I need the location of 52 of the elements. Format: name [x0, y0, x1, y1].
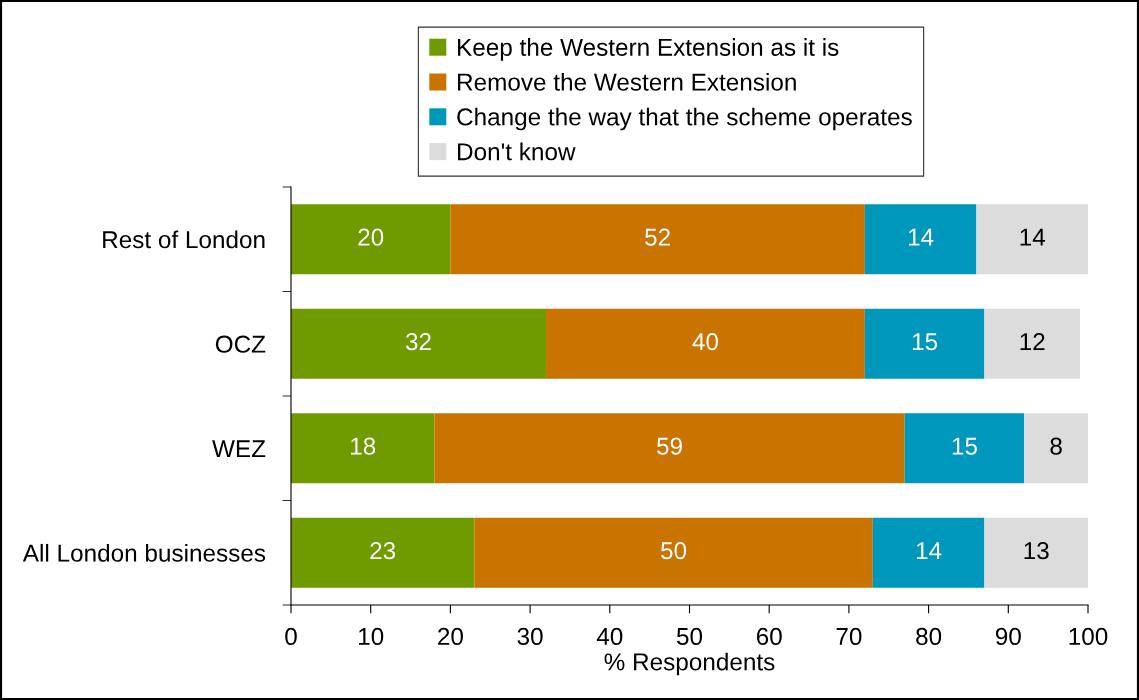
- x-tick-label: 50: [676, 627, 703, 646]
- x-tick-label: 80: [916, 627, 942, 646]
- data-label: 32: [405, 333, 431, 351]
- data-label: 50: [661, 542, 687, 560]
- legend-label: Don't know: [458, 142, 576, 161]
- bar: [474, 517, 873, 588]
- y-tick-label: OCZ: [215, 335, 266, 353]
- bar: [291, 517, 475, 588]
- data-label: 14: [916, 542, 942, 560]
- bar: [1024, 413, 1088, 484]
- data-label: 20: [358, 228, 384, 246]
- x-tick-label: 20: [438, 627, 463, 646]
- bar: [864, 204, 977, 275]
- bar: [291, 413, 435, 484]
- y-tick-label: Rest of London: [103, 230, 265, 249]
- data-label: 40: [692, 333, 719, 351]
- bar: [546, 308, 865, 379]
- y-tick-label: WEZ: [212, 440, 266, 458]
- data-label: 14: [908, 228, 934, 246]
- bar: [291, 308, 547, 379]
- bar: [984, 308, 1081, 379]
- bar: [434, 413, 905, 484]
- x-tick-label: 40: [596, 627, 623, 646]
- data-label: 59: [657, 437, 682, 455]
- bar: [864, 308, 985, 379]
- bar: [450, 204, 865, 275]
- legend-label: Remove the Western Extension: [458, 72, 796, 91]
- data-label: 13: [1024, 542, 1049, 560]
- data-label: 12: [1020, 333, 1045, 351]
- bar: [291, 204, 451, 275]
- bar: [984, 517, 1088, 588]
- x-tick-label: 30: [517, 627, 543, 646]
- x-tick-label: 70: [836, 627, 862, 646]
- data-label: 14: [1020, 228, 1046, 246]
- data-label: 15: [912, 333, 938, 351]
- legend-label: Change the way that the scheme operates: [457, 107, 912, 131]
- bar: [976, 204, 1088, 275]
- y-tick-label: All London businesses: [22, 543, 266, 562]
- x-tick-label: 0: [285, 627, 297, 646]
- x-tick-label: 100: [1069, 627, 1108, 646]
- x-tick-label: 90: [995, 627, 1021, 646]
- data-label: 18: [351, 437, 376, 455]
- bar: [872, 517, 985, 588]
- data-label: 15: [952, 437, 977, 455]
- x-axis-title: % Respondents: [604, 652, 775, 676]
- legend-label: Keep the Western Extension as it is: [458, 38, 839, 61]
- x-tick-label: 60: [756, 627, 782, 646]
- bar: [904, 413, 1025, 484]
- data-label: 8: [1050, 437, 1062, 455]
- x-tick-label: 10: [359, 627, 384, 646]
- data-label: 23: [370, 542, 396, 560]
- data-label: 52: [645, 228, 670, 246]
